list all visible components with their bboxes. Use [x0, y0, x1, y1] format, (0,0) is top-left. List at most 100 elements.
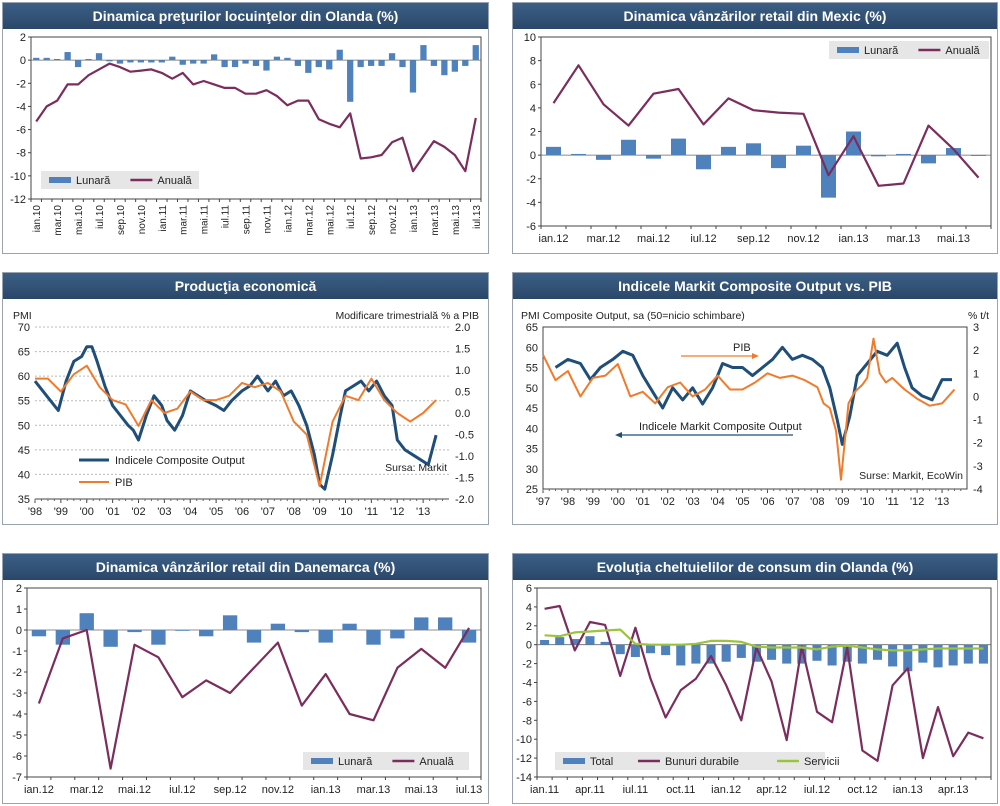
- bar-lunară: [746, 143, 761, 156]
- x-tick-label: iul.12: [804, 784, 830, 796]
- x-tick-label: mai.13: [405, 784, 438, 796]
- y-left-tick-label: 60: [18, 371, 30, 383]
- bar-total: [963, 644, 973, 664]
- annotation-markit: Indicele Markit Composite Output: [639, 421, 802, 433]
- panel-markit-vs-gdp: Indicele Markit Composite Output vs. PIB…: [512, 272, 998, 525]
- bar-lunară: [246, 630, 262, 643]
- bar-lunară: [106, 60, 113, 62]
- legend-label: Bunuri durabile: [665, 756, 739, 768]
- y-tick-label: 2: [526, 621, 532, 633]
- x-tick-label: '97: [536, 496, 550, 508]
- y-tick-label: -6: [12, 751, 22, 763]
- y-left-tick-label: 50: [526, 383, 538, 395]
- x-tick-label: '10: [860, 496, 874, 508]
- annotation-pib: PIB: [733, 342, 751, 354]
- y-tick-label: 1: [16, 604, 22, 616]
- bar-lunară: [294, 630, 309, 633]
- y-right-tick-label: 3: [973, 322, 979, 334]
- chart-title: Dinamica vânzărilor retail din Mexic (%): [513, 3, 997, 29]
- left-axis-label: PMI Composite Output, sa (50=nicio schim…: [521, 310, 745, 322]
- chart-title: Indicele Markit Composite Output vs. PIB: [513, 273, 997, 299]
- bar-lunară: [390, 630, 405, 639]
- x-tick-label: iul.13: [472, 205, 483, 229]
- bar-lunară: [85, 58, 92, 61]
- x-tick-label: '02: [131, 506, 145, 518]
- y-right-tick-label: -1: [973, 415, 983, 427]
- bar-lunară: [231, 60, 239, 68]
- bar-lunară: [127, 60, 134, 63]
- bar-lunară: [199, 630, 214, 637]
- left-axis-label: PMI: [13, 310, 32, 322]
- y-right-tick-label: 1: [973, 368, 979, 380]
- x-tick-label: mar.12: [304, 205, 315, 236]
- bar-lunară: [347, 60, 354, 102]
- y-tick-label: 0: [526, 640, 532, 652]
- x-tick-label: iul.12: [346, 205, 357, 229]
- bar-lunară: [169, 56, 176, 61]
- bar-lunară: [409, 60, 417, 93]
- x-tick-label: '12: [910, 496, 924, 508]
- plot-frame: [542, 326, 968, 490]
- panel-house-prices: Dinamica preţurilor locuinţelor din Olan…: [2, 2, 489, 254]
- bar-lunară: [64, 52, 71, 61]
- y-left-tick-label: 45: [526, 403, 538, 415]
- bar-lunară: [357, 60, 364, 68]
- chart-economic-output: PMI Modificare trimestrială % a PIB 70 65 60…: [13, 310, 479, 518]
- y-tick-label: 0: [530, 150, 536, 162]
- bar-lunară: [378, 60, 385, 66]
- x-tick-label: '05: [209, 506, 223, 518]
- bar-total: [706, 644, 716, 664]
- bar-total: [661, 644, 671, 656]
- y-tick-label: -4: [16, 101, 26, 113]
- y-tick-label: 6: [530, 79, 536, 91]
- y-left-tick-label: 55: [526, 363, 538, 375]
- legend-label: Lunară: [338, 756, 373, 768]
- x-tick-label: nov.12: [388, 205, 399, 235]
- x-tick-label: nov.12: [262, 784, 294, 796]
- bar-lunară: [414, 617, 429, 630]
- bar-lunară: [342, 623, 357, 630]
- bar-total: [782, 644, 792, 664]
- bar-lunară: [148, 60, 155, 63]
- x-tick-label: sep.12: [367, 205, 378, 235]
- y-tick-label: 6: [526, 583, 532, 595]
- y-right-tick-label: 1.0: [455, 365, 470, 377]
- bar-lunară: [179, 60, 186, 65]
- x-tick-label: '12: [390, 506, 404, 518]
- y-right-tick-label: 1.5: [455, 344, 470, 356]
- y-left-tick-label: 25: [526, 484, 538, 496]
- bar-lunară: [127, 630, 142, 633]
- x-tick-label: ian.12: [24, 784, 54, 796]
- bar-lunară: [971, 155, 986, 156]
- right-axis-label: % t/t: [968, 310, 989, 322]
- series-line-bunuri-durabile: [544, 604, 984, 762]
- legend-box: [829, 41, 989, 59]
- x-tick-label: mai.13: [451, 205, 462, 235]
- bar-lunară: [116, 60, 124, 64]
- bar-lunară: [284, 57, 291, 61]
- y-left-tick-label: 60: [526, 342, 538, 354]
- y-tick-label: -3: [12, 688, 22, 700]
- bar-lunară: [437, 617, 453, 630]
- x-tick-label: ian.13: [839, 233, 869, 245]
- x-tick-label: '99: [54, 506, 68, 518]
- y-tick-label: -2: [522, 659, 532, 671]
- bar-lunară: [270, 623, 286, 630]
- bar-total: [555, 637, 565, 645]
- y-right-tick-label: -3: [973, 461, 983, 473]
- x-tick-label: iul.10: [95, 205, 106, 229]
- bar-lunară: [366, 630, 381, 645]
- x-tick-label: '04: [710, 496, 724, 508]
- bar-total: [797, 644, 807, 664]
- y-tick-label: -10: [10, 171, 26, 183]
- y-tick-label: -2: [12, 667, 22, 679]
- x-tick-label: '07: [785, 496, 799, 508]
- chart-title: Producţia economică: [3, 273, 488, 299]
- y-left-tick-label: 40: [18, 469, 30, 481]
- y-tick-label: 8: [530, 56, 536, 68]
- bar-lunară: [671, 138, 686, 156]
- y-tick-label: 2: [16, 583, 22, 595]
